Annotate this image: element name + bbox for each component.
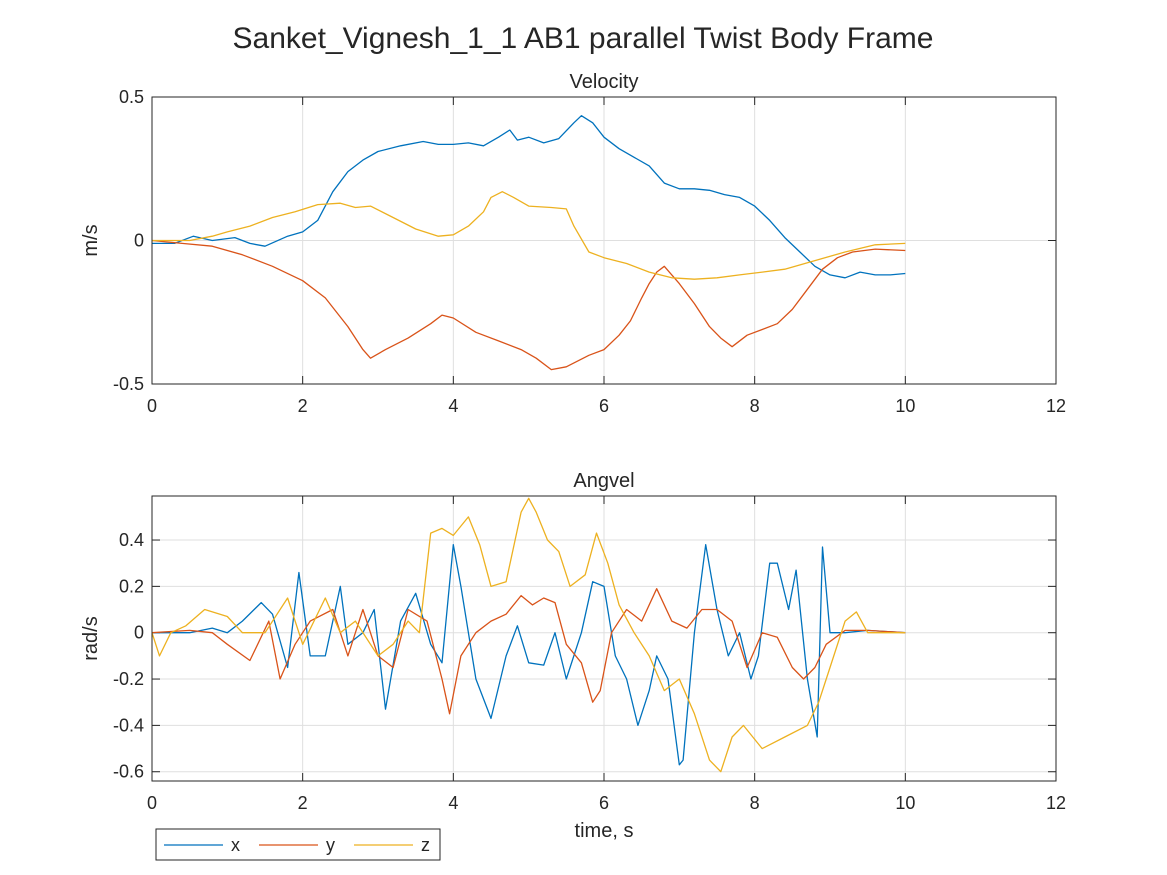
velocity-series-x-line — [152, 115, 906, 279]
legend-label-y: y — [326, 835, 335, 855]
velocity-x-tick-label: 8 — [750, 396, 760, 416]
figure-title: Sanket_Vignesh_1_1 AB1 parallel Twist Bo… — [233, 22, 934, 55]
angvel-x-tick-label: 10 — [895, 793, 915, 813]
velocity-y-tick-label: -0.5 — [113, 374, 144, 394]
legend-label-x: x — [231, 835, 240, 855]
velocity-x-tick-label: 6 — [599, 396, 609, 416]
angvel-y-tick-label: -0.4 — [113, 715, 144, 735]
velocity-title: Velocity — [570, 71, 639, 93]
angvel-x-axis-label: time, s — [575, 820, 634, 842]
angvel-y-tick-label: 0.4 — [119, 530, 144, 550]
angvel-x-tick-label: 8 — [750, 793, 760, 813]
velocity-series-y-line — [152, 239, 906, 371]
angvel-y-tick-label: -0.2 — [113, 669, 144, 689]
velocity-axes-frame — [151, 96, 1057, 385]
velocity-x-tick-label: 12 — [1046, 396, 1066, 416]
velocity-x-tick-label: 10 — [895, 396, 915, 416]
angvel-y-axis-label: rad/s — [80, 616, 102, 660]
angvel-x-tick-label: 4 — [448, 793, 458, 813]
angvel-axes-frame — [151, 495, 1057, 782]
angvel-title: Angvel — [573, 470, 634, 492]
angvel-x-tick-label: 6 — [599, 793, 609, 813]
angvel-series-x-line — [152, 544, 906, 766]
velocity-y-tick-label: 0 — [134, 231, 144, 251]
velocity-y-axis-label: m/s — [80, 224, 102, 256]
angvel-series-z-line — [152, 497, 906, 773]
angvel-series-y-line — [152, 588, 906, 715]
legend-label-z: z — [421, 835, 430, 855]
angvel-x-tick-label: 2 — [298, 793, 308, 813]
velocity-x-tick-label: 0 — [147, 396, 157, 416]
velocity-x-tick-label: 4 — [448, 396, 458, 416]
legend: x y z — [155, 828, 441, 861]
velocity-series-z-line — [152, 191, 906, 280]
angvel-y-tick-label: -0.6 — [113, 762, 144, 782]
angvel-subplot: 0 2 4 6 8 10 12 -0.6 -0.4 -0.2 0 0.2 0.4 Angvel rad/s t… — [80, 470, 1066, 842]
velocity-x-tick-label: 2 — [298, 396, 308, 416]
angvel-y-tick-label: 0.2 — [119, 576, 144, 596]
angvel-x-tick-label: 12 — [1046, 793, 1066, 813]
angvel-y-tick-label: 0 — [134, 623, 144, 643]
velocity-y-tick-label: 0.5 — [119, 87, 144, 107]
angvel-x-tick-label: 0 — [147, 793, 157, 813]
